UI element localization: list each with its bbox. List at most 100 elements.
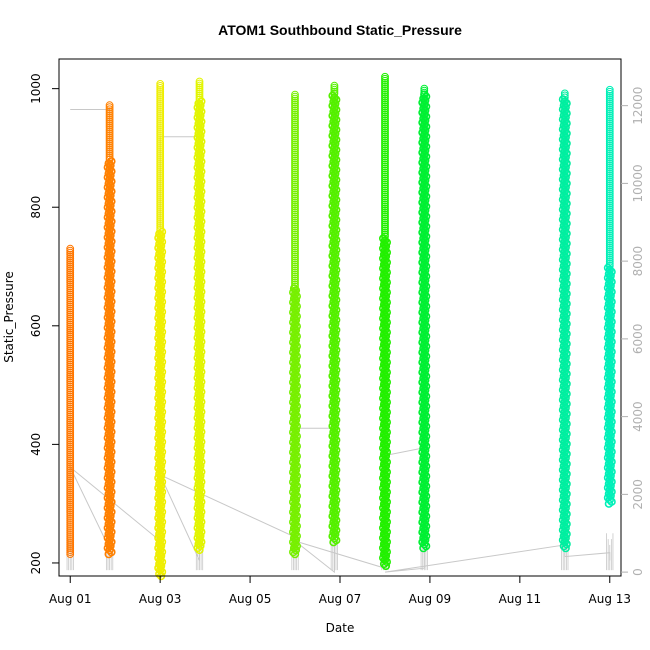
data-point <box>605 181 614 190</box>
data-point <box>156 162 165 170</box>
data-point <box>605 187 614 196</box>
data-point <box>381 212 389 221</box>
data-point <box>66 306 75 315</box>
data-point <box>291 228 299 237</box>
data-point <box>156 166 165 174</box>
data-point <box>66 408 75 417</box>
data-point <box>381 130 389 139</box>
data-point <box>105 147 114 156</box>
data-point <box>381 80 389 89</box>
data-point <box>105 123 114 132</box>
data-point <box>66 262 75 271</box>
data-point <box>291 114 299 123</box>
y2-tick-label: 8000 <box>631 246 645 277</box>
data-point <box>66 266 75 275</box>
data-point <box>381 118 389 127</box>
data-point <box>291 204 299 213</box>
data-point <box>66 500 75 509</box>
data-point <box>381 76 389 85</box>
data-point <box>66 390 75 399</box>
data-point <box>66 518 75 526</box>
data-point <box>156 82 165 90</box>
data-point <box>66 474 75 483</box>
data-point <box>66 402 75 411</box>
data-point <box>66 478 75 487</box>
data-point <box>381 88 389 97</box>
data-point <box>66 250 75 259</box>
data-point <box>156 200 165 208</box>
data-point <box>156 172 165 180</box>
data-point <box>605 93 614 102</box>
data-point <box>291 92 299 101</box>
data-point <box>105 131 114 140</box>
y-tick-label: 600 <box>29 314 43 337</box>
data-point <box>381 96 389 105</box>
data-point <box>605 177 614 186</box>
data-point <box>156 146 165 154</box>
data-point <box>605 105 614 114</box>
data-point <box>156 98 165 106</box>
data-point <box>66 406 75 415</box>
data-point <box>66 354 75 363</box>
data-point <box>291 238 299 247</box>
data-point <box>291 140 299 149</box>
data-point <box>605 217 614 226</box>
data-point <box>605 203 614 212</box>
data-point <box>291 134 299 143</box>
data-point <box>105 117 114 126</box>
data-point <box>156 168 165 176</box>
data-point <box>330 81 339 90</box>
data-point <box>66 294 75 303</box>
data-point <box>291 178 299 187</box>
data-point <box>156 136 165 144</box>
data-point <box>66 258 75 267</box>
data-point <box>291 142 299 151</box>
data-point <box>381 218 389 227</box>
data-point <box>66 472 75 481</box>
data-point <box>66 432 75 441</box>
data-point <box>605 189 614 198</box>
data-point <box>156 170 165 178</box>
data-point <box>381 102 389 111</box>
data-point <box>291 210 299 219</box>
data-point <box>605 155 614 164</box>
data-point <box>381 138 389 147</box>
data-point <box>195 87 204 96</box>
x-tick-label: Aug 09 <box>409 592 452 606</box>
data-point <box>291 108 299 117</box>
data-point <box>66 468 75 477</box>
x-axis-label: Date <box>326 621 355 635</box>
data-point <box>66 522 75 530</box>
data-point <box>66 310 75 319</box>
data-point <box>291 220 299 229</box>
data-point <box>66 366 75 375</box>
data-point <box>291 244 299 253</box>
data-point <box>291 188 299 197</box>
data-point <box>66 260 75 269</box>
data-point <box>156 156 165 164</box>
data-point <box>66 460 75 469</box>
data-point <box>66 452 75 461</box>
data-point <box>329 537 338 547</box>
point-burst <box>418 84 431 553</box>
data-point <box>66 276 75 285</box>
data-point <box>605 239 614 248</box>
data-point <box>605 195 614 204</box>
data-point <box>605 135 614 144</box>
data-point <box>605 151 614 160</box>
data-point <box>156 94 165 102</box>
data-point <box>605 241 614 250</box>
data-point <box>605 231 614 240</box>
data-point <box>66 428 75 437</box>
data-point <box>291 218 299 227</box>
data-point <box>66 512 75 520</box>
data-point <box>291 222 299 231</box>
dense-band <box>156 230 164 572</box>
data-point <box>291 104 299 113</box>
data-point <box>605 215 614 224</box>
data-point <box>605 145 614 154</box>
data-point <box>156 218 165 226</box>
data-point <box>66 318 75 327</box>
data-point <box>66 524 75 532</box>
data-point <box>66 400 75 409</box>
